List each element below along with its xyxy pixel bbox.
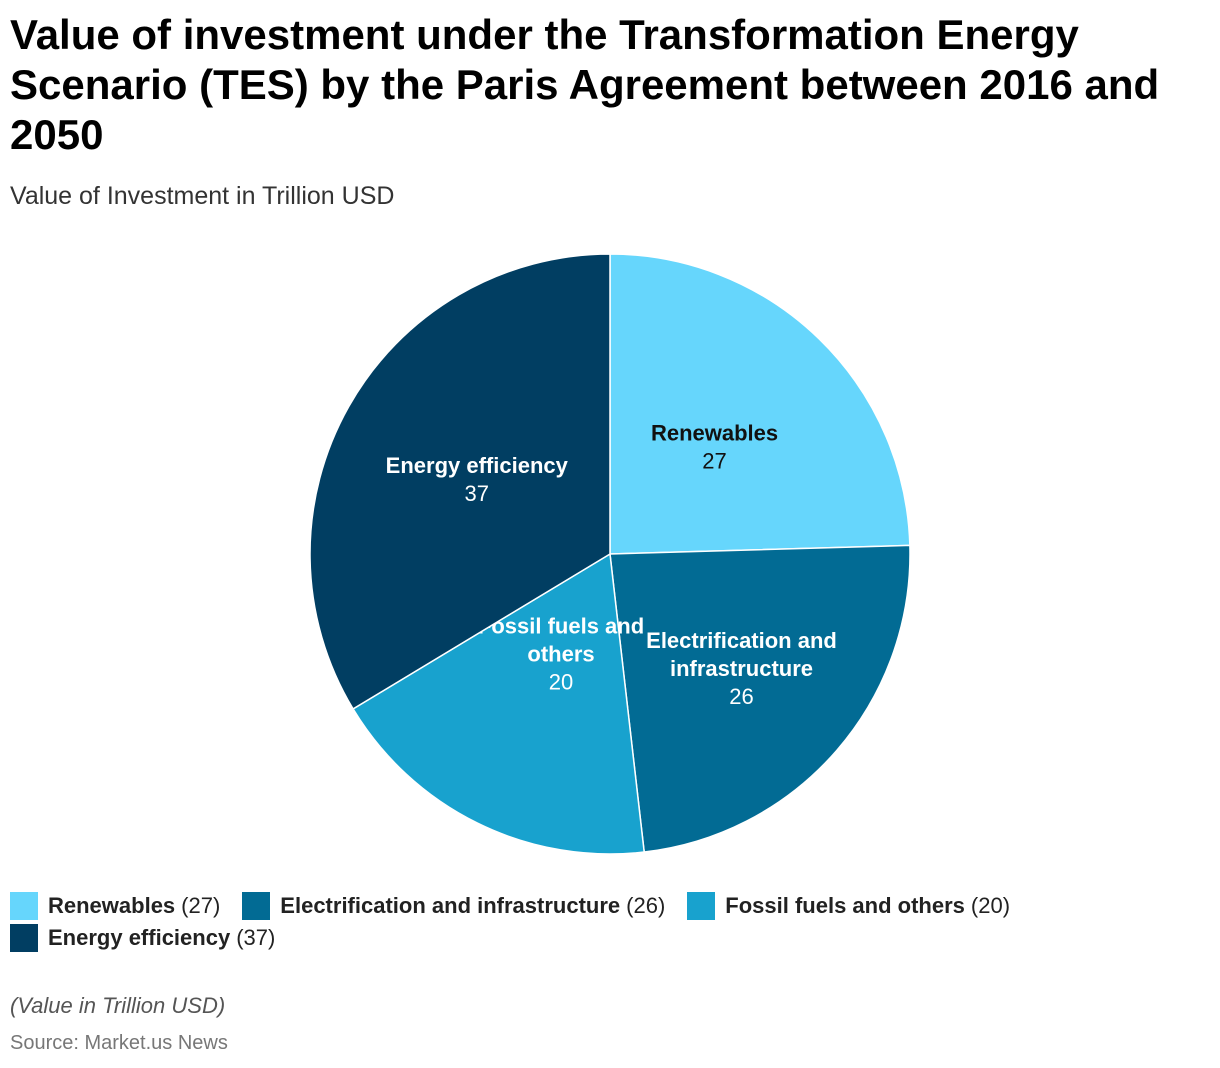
- legend-label: Electrification and infrastructure: [280, 893, 621, 918]
- legend-value: (37): [236, 925, 276, 950]
- pie-slice-energy-efficiency: [309, 253, 611, 710]
- legend-swatch: [10, 892, 38, 920]
- slice-value-fossil-fuels-and-others: 20: [549, 670, 573, 695]
- legend-label: Fossil fuels and others: [725, 893, 965, 918]
- slice-name-energy-efficiency: Energy efficiency: [386, 453, 569, 478]
- slice-label-electrification-and-infrastructure: Electrification and infrastructure 26: [646, 628, 837, 709]
- legend-value: (27): [181, 893, 221, 918]
- pie-chart: Renewables 27 Electrification and infrastru…: [309, 253, 911, 855]
- legend-item-electrification-and-infrastructure: Electrification and infrastructure (26): [242, 892, 665, 920]
- slice-value-renewables: 27: [702, 448, 726, 473]
- slice-label-energy-efficiency: Energy efficiency 37: [386, 453, 569, 506]
- legend-value: (26): [626, 893, 666, 918]
- legend-swatch: [687, 892, 716, 920]
- legend-item-energy-efficiency: Energy efficiency (37): [10, 924, 275, 952]
- legend-label: Renewables: [48, 893, 176, 918]
- slice-name-electrification-and-infrastructure: Electrification and: [646, 628, 837, 653]
- slice-name-electrification-and-infrastructure: infrastructure: [670, 656, 813, 681]
- pie-slice-fossil-fuels-and-others: [352, 552, 646, 855]
- legend-label: Energy efficiency: [48, 925, 231, 950]
- slice-label-renewables: Renewables 27: [651, 420, 778, 473]
- chart-title: Value of investment under the Transforma…: [10, 11, 1160, 158]
- pie-slice-electrification-and-infrastructure: [609, 544, 911, 853]
- slice-value-energy-efficiency: 37: [465, 481, 489, 506]
- legend-value: (20): [970, 893, 1011, 918]
- chart-legend: Renewables (27) Electrification and infras…: [10, 892, 1200, 952]
- chart-subtitle: Value of Investment in Trillion USD: [10, 182, 395, 210]
- legend-item-fossil-fuels-and-others: Fossil fuels and others (20): [687, 892, 1010, 920]
- slice-name-renewables: Renewables: [651, 420, 778, 445]
- chart-footnote: (Value in Trillion USD): [10, 993, 226, 1018]
- chart-source: Source: Market.us News: [10, 1032, 228, 1054]
- pie-slice-renewables: [609, 253, 911, 555]
- slice-name-fossil-fuels-and-others: others: [527, 642, 594, 667]
- legend-item-renewables: Renewables (27): [10, 892, 220, 920]
- legend-swatch: [242, 892, 271, 920]
- slice-value-electrification-and-infrastructure: 26: [729, 684, 753, 709]
- legend-swatch: [10, 924, 38, 952]
